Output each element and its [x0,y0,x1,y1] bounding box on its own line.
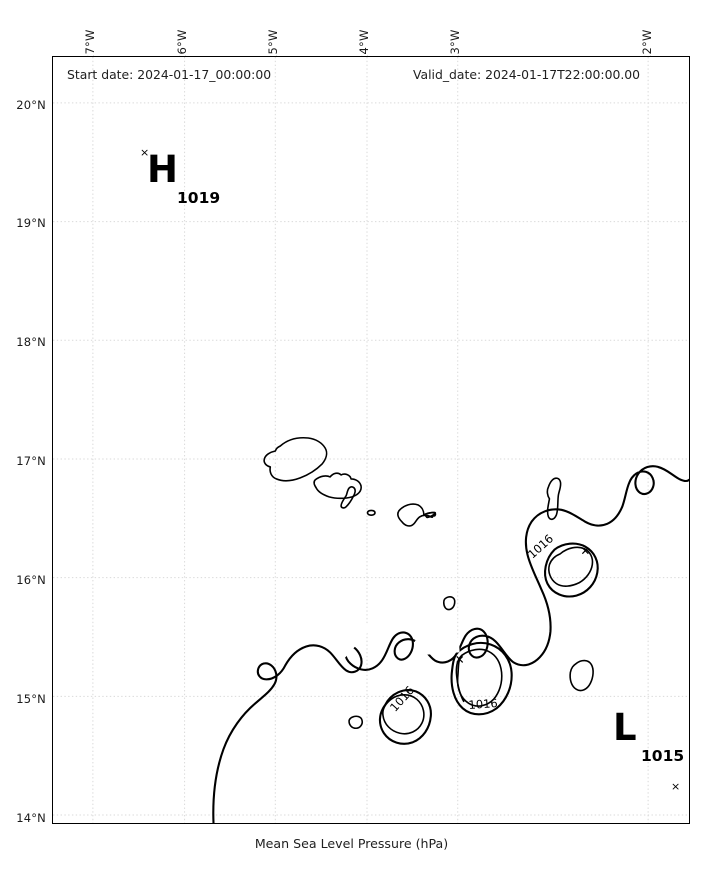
coastline-fogo [382,694,425,735]
y-tick-label-2: 18°N [16,335,46,349]
coastline-santiago [456,648,503,707]
map-plot-area[interactable]: Start date: 2024-01-17_00:00:00 Valid_da… [52,56,690,824]
grid-point-markers [456,547,589,663]
contour-lines [212,465,689,823]
coastline-ilheu-branco [366,509,376,516]
contour-1016-fogo [378,689,432,745]
y-tick-label-3: 17°N [16,454,46,468]
contour-label-1016-santiago: 1016 [468,695,499,712]
cross-marker-santiago [456,656,464,663]
low-center-cross-marker: × [671,780,681,793]
y-tick-label-1: 19°N [16,216,46,230]
halo-1 [471,464,515,505]
gridlines [53,57,689,823]
y-tick-label-5: 15°N [16,692,46,706]
map-graphics [53,57,689,823]
high-pressure-symbol: H [147,148,178,191]
halo-3 [414,637,460,656]
coastline-brava [348,715,364,730]
contour-label-halos [334,464,515,658]
coastline-santo-antao [263,436,328,482]
contour-1016-main [212,465,689,823]
coastline-ilheus-do-rombo [442,596,456,611]
coastline-maio [569,659,594,692]
coastline-boa-vista [548,546,594,587]
contour-1016-boavista [544,542,599,598]
coastline-sal [546,477,562,521]
y-tick-label-6: 14°N [16,811,46,825]
y-tick-label-0: 20°N [16,98,46,112]
y-tick-label-4: 16°N [16,573,46,587]
coastline-sao-nicolau [397,503,437,527]
cross-marker-boavista [581,547,589,555]
contour-1016-santiago [450,641,513,716]
chart-title: Mean Sea Level Pressure (hPa) [254,836,449,851]
halo-2 [334,617,372,658]
coastline-sao-nicolau-east [423,511,437,519]
coastline-santa-luzia [340,486,356,509]
high-center-cross-marker: × [140,146,150,159]
coastline-sao-vicente [313,472,362,500]
low-pressure-value: 1015 [641,747,685,765]
coastlines [263,436,594,735]
start-date-label: Start date: 2024-01-17_00:00:00 [67,67,272,82]
high-pressure-value: 1019 [177,189,221,207]
valid-date-label: Valid_date: 2024-01-17T22:00:00.00 [413,67,641,82]
low-pressure-symbol: L [613,706,637,749]
